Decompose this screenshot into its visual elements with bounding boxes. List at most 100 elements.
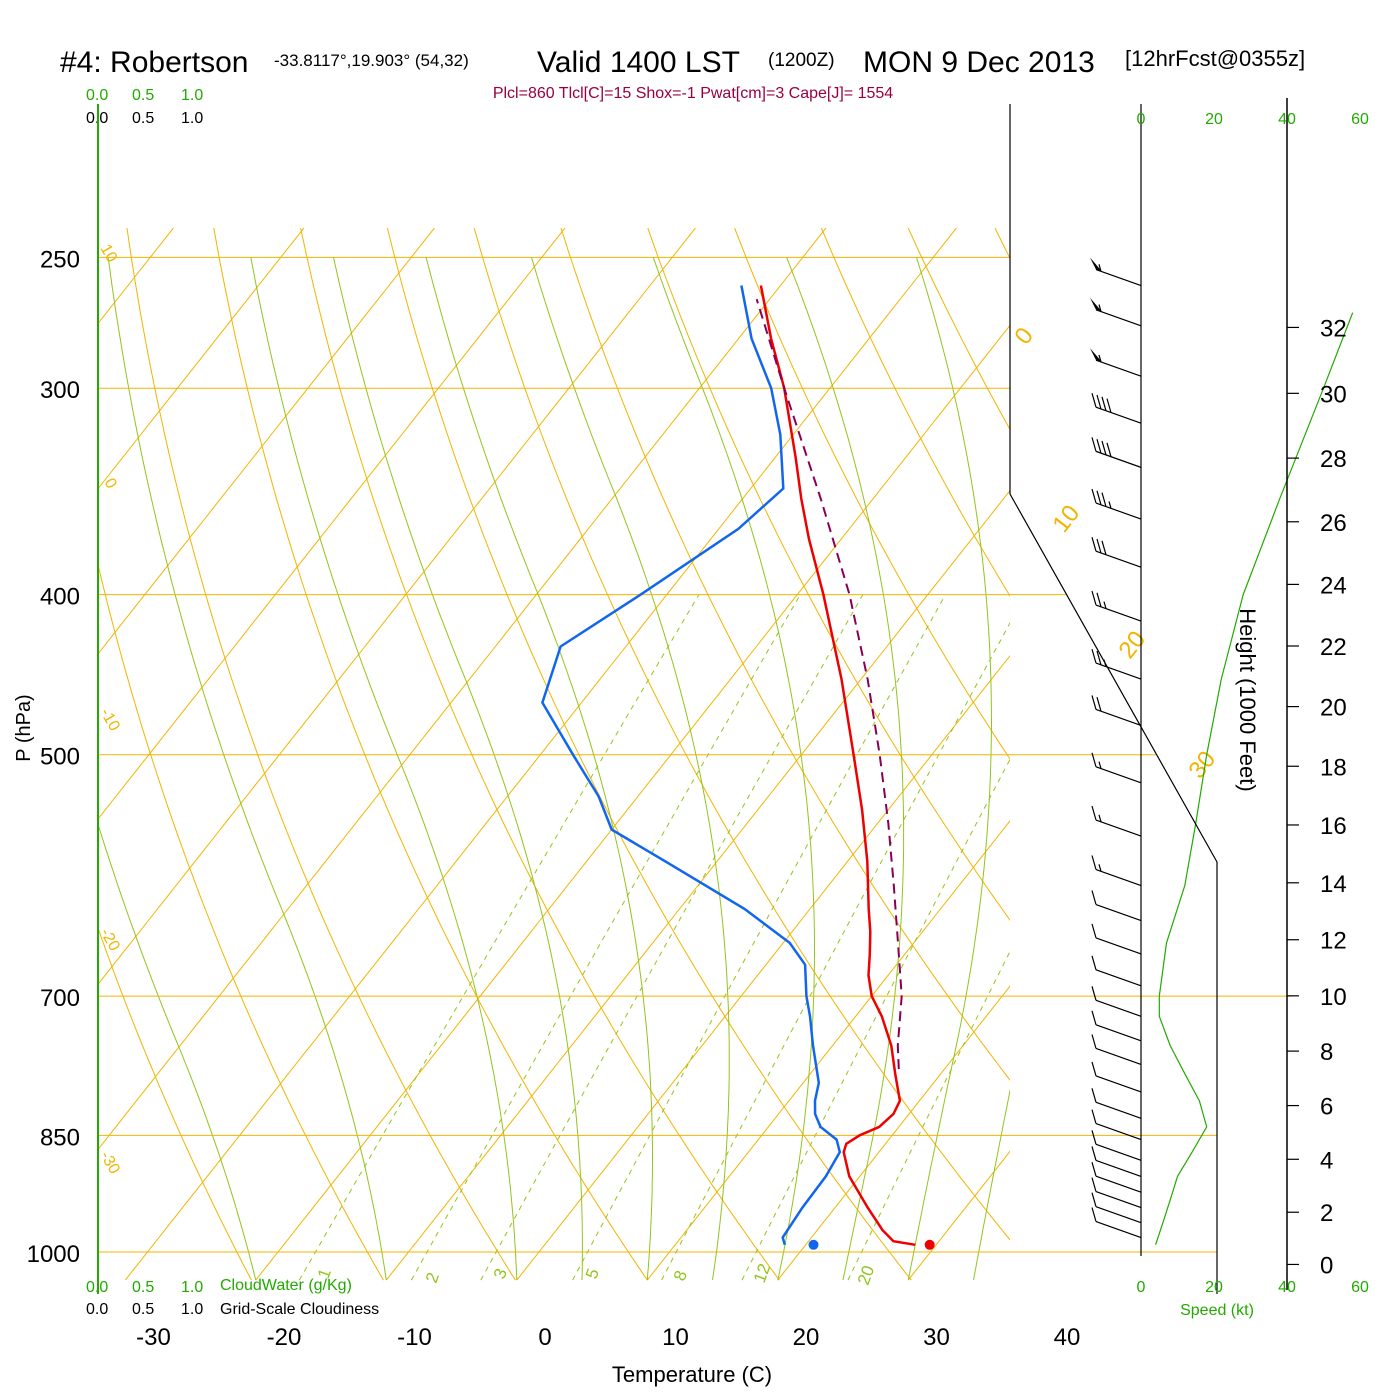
wind-speed-line — [1155, 312, 1354, 1245]
wind-barb-staff — [1095, 1159, 1142, 1177]
temperature-tick-label: -20 — [267, 1324, 302, 1351]
wind-barb-half-feather — [1098, 864, 1102, 872]
temperature-tick-label: 0 — [538, 1324, 551, 1351]
isotherm-label: 10 — [97, 242, 121, 266]
mixing-ratio-line — [847, 950, 1010, 1281]
isotherm-label: -20 — [97, 926, 123, 955]
wind-barb-staff — [1095, 550, 1142, 568]
cloudwater-tick: 0.5 — [132, 1279, 154, 1296]
dry-adiabat-line — [473, 227, 1010, 1241]
wind-barb-staff — [1095, 1220, 1142, 1239]
dry-adiabat-line — [98, 562, 384, 1281]
wind-barb — [1091, 1010, 1142, 1042]
isotherm-labels: 0 10 20 30 10 0 -10 -20 -30 — [97, 242, 1222, 1178]
temperature-tick-label: 40 — [1054, 1324, 1081, 1351]
wind-barb-feather — [1096, 490, 1102, 505]
isotherm-line — [124, 227, 957, 1281]
isotherm-line — [385, 489, 1010, 1281]
mixing-ratio-line — [661, 621, 1010, 1281]
moist-adiabat-line — [107, 257, 387, 1281]
wind-barb-feather — [1091, 955, 1097, 970]
station-title: #4: Robertson — [60, 46, 248, 79]
cloudiness-label: Grid-Scale Cloudiness — [220, 1301, 379, 1318]
wind-barb-staff — [1095, 1075, 1142, 1093]
pressure-ticks: 250 300 400 500 700 850 1000 — [27, 246, 80, 1268]
mixing-ratio-line — [480, 594, 864, 1281]
wind-barb-staff — [1095, 937, 1142, 955]
pressure-tick-label: 500 — [40, 744, 80, 771]
wind-barb-feather — [1091, 1146, 1097, 1161]
wind-barb-half-feather — [1103, 601, 1107, 609]
wind-barb-feather — [1101, 396, 1107, 411]
speed-tick: 60 — [1351, 111, 1369, 128]
wind-barb-feather — [1091, 590, 1097, 606]
dry-adiabat-line — [647, 227, 1010, 922]
wind-barb-staff — [1095, 1143, 1142, 1161]
plot-frame — [1009, 104, 1218, 1294]
wind-barb — [1091, 955, 1142, 987]
temperature-tick-label: 20 — [793, 1324, 820, 1351]
cloudwater-label: CloudWater (g/Kg) — [220, 1277, 352, 1294]
height-tick-label: 18 — [1320, 754, 1347, 781]
wind-barb-feather — [1091, 890, 1097, 905]
isotherm-label: 30 — [1183, 746, 1221, 784]
wind-barb — [1091, 923, 1142, 955]
speed-tick: 0 — [1137, 1279, 1146, 1296]
height-tick-label: 0 — [1320, 1252, 1333, 1279]
wind-barb-staff — [1095, 1191, 1142, 1209]
mixing-ratio-label: 5 — [582, 1266, 603, 1281]
wind-barb — [1091, 1130, 1142, 1161]
wind-barb — [1090, 257, 1142, 287]
wind-barb-feather — [1091, 1010, 1097, 1025]
isotherm-label: 0 — [101, 476, 120, 492]
wind-barb-staff — [1095, 450, 1142, 468]
wind-barb — [1091, 1192, 1142, 1224]
moist-adiabat-line — [531, 257, 730, 1281]
dry-adiabat-line — [98, 926, 252, 1281]
wind-barb-feather — [1091, 752, 1097, 768]
wind-barb-feather — [1096, 697, 1102, 712]
wind-barb — [1090, 297, 1142, 327]
wind-barb-feather — [1091, 1207, 1097, 1222]
wind-barb-feather — [1091, 437, 1097, 452]
isotherm-line — [646, 820, 1010, 1281]
dry-adiabat-line — [734, 227, 1010, 760]
speed-scale-bottom: 0 20 40 60 Speed (kt) — [1137, 1279, 1369, 1319]
dry-adiabat-line — [300, 227, 780, 1281]
cloudwater-tick: 0.5 — [132, 87, 154, 104]
wind-barb-staff — [1095, 1175, 1142, 1193]
wind-barb-staff — [1095, 1024, 1142, 1042]
cloudwater-tick: 1.0 — [181, 87, 203, 104]
wind-barb — [1091, 1034, 1142, 1066]
wind-barb — [1091, 1207, 1142, 1239]
wind-barb — [1091, 986, 1142, 1017]
wind-barb-pennant — [1090, 297, 1102, 312]
wind-barb — [1091, 1146, 1142, 1177]
speed-tick: 40 — [1278, 1279, 1296, 1296]
wind-barb-feather — [1091, 855, 1097, 870]
wind-barb-feather — [1096, 439, 1102, 454]
wind-speed-profile — [1155, 312, 1354, 1245]
isotherm-line — [98, 227, 566, 820]
wind-barb-staff — [1095, 309, 1142, 327]
wind-barb — [1091, 855, 1142, 887]
wind-barb-feather — [1091, 1130, 1097, 1145]
wind-barb-feather — [1096, 650, 1102, 666]
wind-barb-half-feather — [1098, 354, 1102, 363]
wind-barb-feather — [1091, 1034, 1097, 1049]
wind-barb-feather — [1091, 1109, 1097, 1124]
wind-barb-feather — [1091, 805, 1097, 821]
wind-barb — [1091, 590, 1142, 622]
wind-barb — [1091, 805, 1142, 837]
height-tick-label: 24 — [1320, 572, 1347, 599]
temperature-line — [759, 285, 916, 1247]
wind-barb — [1091, 437, 1142, 468]
dry-adiabat-line — [560, 227, 1010, 1082]
height-tick-label: 20 — [1320, 695, 1347, 722]
wind-barb-staff — [1095, 406, 1142, 424]
wind-barb — [1091, 537, 1142, 568]
mixing-ratio-label: 12 — [750, 1261, 774, 1285]
wind-barb-half-feather — [1098, 761, 1102, 769]
